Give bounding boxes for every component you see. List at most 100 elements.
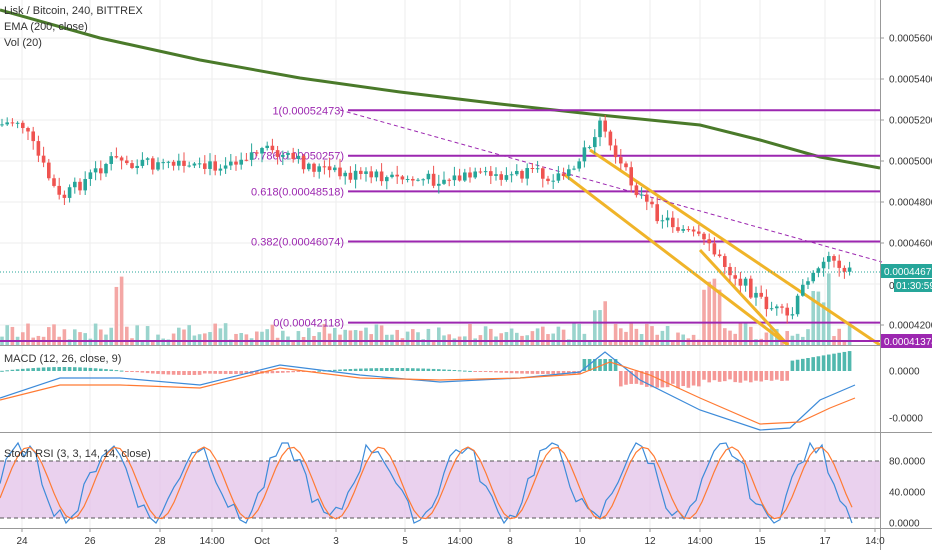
volume-bar — [447, 334, 451, 345]
candle-body — [400, 176, 405, 180]
volume-bar — [733, 333, 737, 345]
macd-bar — [135, 371, 139, 373]
candle-body — [847, 267, 852, 272]
macd-bar — [239, 371, 243, 374]
volume-bar — [78, 332, 82, 345]
macd-legend[interactable]: MACD (12, 26, close, 9) — [4, 353, 121, 365]
candle-body — [561, 173, 566, 177]
candle-body — [359, 170, 363, 174]
macd-bar — [509, 371, 514, 374]
macd-bar — [645, 371, 649, 387]
candle-body — [119, 157, 124, 161]
macd-bar — [15, 369, 20, 371]
volume-bar — [52, 324, 56, 345]
macd-bar — [244, 371, 249, 374]
candle-body — [15, 122, 20, 124]
candle-body — [374, 171, 379, 178]
price-axis[interactable]: 0.00056000 0.00054000 0.00052000 0.00050000… — [880, 34, 932, 530]
macd-bar — [567, 371, 571, 374]
volume-bar — [156, 334, 160, 345]
volume-bar — [489, 328, 493, 345]
volume-bar — [847, 325, 852, 345]
candle-body — [192, 163, 197, 166]
candle-body — [114, 156, 119, 158]
candle-body — [379, 171, 384, 182]
volume-bar — [619, 328, 623, 345]
volume-bar — [21, 332, 25, 345]
volume-bar — [660, 330, 665, 345]
macd-bar — [483, 371, 488, 372]
macd-bar — [369, 368, 373, 371]
candle-body — [41, 155, 46, 163]
candle-body — [489, 171, 493, 176]
candle-body — [515, 170, 519, 175]
candle-body — [260, 148, 264, 154]
volume-bar — [5, 325, 9, 345]
candle-body — [405, 178, 410, 180]
macd-bar — [10, 369, 15, 371]
macd-bar — [192, 371, 197, 375]
macd-bar — [145, 371, 150, 374]
candle-body — [790, 314, 795, 316]
ema-legend[interactable]: EMA (200, close) — [4, 21, 88, 33]
macd-bar — [775, 371, 779, 380]
candle-body — [47, 162, 51, 179]
volume-bar — [608, 340, 613, 345]
volume-bar — [754, 339, 758, 345]
candle-body — [608, 131, 613, 146]
candle-body — [135, 165, 139, 168]
candle-body — [93, 168, 98, 173]
rsi-legend[interactable]: Stoch RSI (3, 3, 14, 14, close) — [4, 448, 151, 460]
volume-bar — [67, 339, 72, 345]
macd-bar — [359, 368, 363, 371]
macd-bar — [312, 371, 316, 372]
volume-bar — [83, 333, 87, 345]
macd-bar — [0, 370, 4, 372]
candle-body — [681, 229, 685, 231]
volume-bar — [338, 334, 342, 345]
macd-histogram — [0, 351, 852, 389]
candle-body — [234, 161, 238, 165]
macd-bar — [603, 359, 607, 371]
volume-bar — [702, 289, 706, 345]
macd-bar — [811, 357, 815, 371]
candle-body — [541, 168, 545, 179]
volume-bar — [650, 326, 654, 345]
volume-bar — [577, 323, 581, 345]
candle-body — [208, 161, 212, 169]
channel-line — [564, 173, 789, 347]
volume-bar — [395, 329, 399, 345]
candle-body — [447, 179, 451, 181]
macd-bar — [790, 360, 795, 371]
time-axis[interactable]: 24 26 28 14:00 Oct 3 5 14:00 8 10 12 14:00 15 17 14:0 — [16, 528, 885, 547]
price-pane[interactable] — [0, 0, 880, 345]
candle-body — [639, 194, 644, 196]
macd-bar — [473, 371, 477, 372]
lower-price-tag: 0.00041374 — [884, 337, 932, 348]
volume-bar — [166, 339, 171, 345]
macd-bar — [515, 371, 519, 374]
macd-bar — [847, 351, 852, 371]
candle-body — [145, 158, 150, 160]
volume-legend[interactable]: Vol (20) — [4, 37, 42, 49]
candle-body — [296, 155, 301, 160]
symbol-legend[interactable]: Lisk / Bitcoin, 240, BITTREX — [4, 5, 143, 17]
candle-body — [806, 281, 810, 285]
volume-bar — [541, 326, 545, 345]
macd-bar — [197, 371, 202, 375]
volume-bar — [671, 340, 675, 345]
candle-body — [457, 175, 462, 181]
candle-body — [525, 168, 529, 179]
macd-bar — [660, 371, 665, 388]
volume-bar — [707, 281, 711, 345]
macd-pane[interactable] — [0, 346, 880, 432]
volume-bar — [551, 333, 555, 345]
candle-body — [218, 168, 223, 171]
volume-bar — [281, 330, 285, 345]
candle-body — [166, 161, 171, 163]
candle-body — [140, 159, 145, 166]
candle-body — [275, 150, 280, 157]
rsi-tick-label: 40.0000 — [889, 488, 926, 499]
volume-bar — [182, 329, 186, 345]
